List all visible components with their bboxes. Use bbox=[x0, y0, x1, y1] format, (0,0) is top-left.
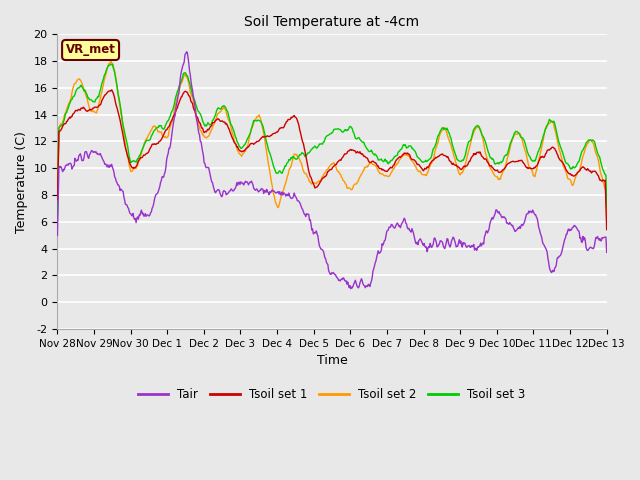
Title: Soil Temperature at -4cm: Soil Temperature at -4cm bbox=[244, 15, 420, 29]
Tsoil set 3 bbox=[177, 81, 184, 87]
Tsoil set 1 bbox=[54, 197, 61, 203]
Tair bbox=[54, 233, 61, 239]
Text: VR_met: VR_met bbox=[66, 44, 115, 57]
Line: Tsoil set 1: Tsoil set 1 bbox=[58, 90, 607, 229]
Tsoil set 3 bbox=[399, 142, 407, 147]
Tsoil set 3 bbox=[603, 205, 611, 211]
Tair bbox=[347, 286, 355, 291]
Tsoil set 3 bbox=[109, 61, 116, 67]
Tsoil set 2 bbox=[177, 83, 184, 88]
Tair bbox=[63, 161, 71, 167]
Tsoil set 2 bbox=[205, 132, 213, 137]
Tsoil set 1 bbox=[63, 119, 71, 124]
Line: Tsoil set 2: Tsoil set 2 bbox=[58, 61, 607, 218]
Tsoil set 1 bbox=[108, 87, 115, 93]
Tsoil set 1 bbox=[177, 96, 184, 102]
Legend: Tair, Tsoil set 1, Tsoil set 2, Tsoil set 3: Tair, Tsoil set 1, Tsoil set 2, Tsoil se… bbox=[134, 383, 531, 406]
Tsoil set 1 bbox=[205, 126, 213, 132]
Tair bbox=[205, 168, 213, 174]
Tsoil set 3 bbox=[54, 213, 61, 219]
Tsoil set 3 bbox=[205, 122, 213, 128]
Tsoil set 1 bbox=[603, 227, 611, 232]
Tair bbox=[417, 236, 424, 241]
Tair bbox=[120, 194, 128, 200]
Tsoil set 2 bbox=[121, 136, 129, 142]
Line: Tair: Tair bbox=[58, 52, 607, 288]
Tsoil set 1 bbox=[399, 151, 407, 157]
Tsoil set 2 bbox=[415, 168, 423, 174]
Tsoil set 3 bbox=[415, 156, 423, 162]
Tsoil set 2 bbox=[54, 213, 61, 218]
Tsoil set 2 bbox=[107, 59, 115, 64]
Tsoil set 2 bbox=[63, 104, 71, 110]
Tsoil set 1 bbox=[121, 142, 129, 147]
Tair bbox=[603, 250, 611, 255]
Line: Tsoil set 3: Tsoil set 3 bbox=[58, 64, 607, 216]
Tsoil set 2 bbox=[399, 151, 407, 157]
Tsoil set 3 bbox=[121, 130, 129, 135]
Tsoil set 2 bbox=[603, 216, 611, 221]
Tair bbox=[176, 82, 184, 88]
X-axis label: Time: Time bbox=[317, 354, 348, 367]
Tair bbox=[401, 216, 408, 221]
Tsoil set 3 bbox=[63, 107, 71, 113]
Tsoil set 1 bbox=[415, 163, 423, 168]
Y-axis label: Temperature (C): Temperature (C) bbox=[15, 131, 28, 233]
Tair bbox=[182, 49, 190, 55]
